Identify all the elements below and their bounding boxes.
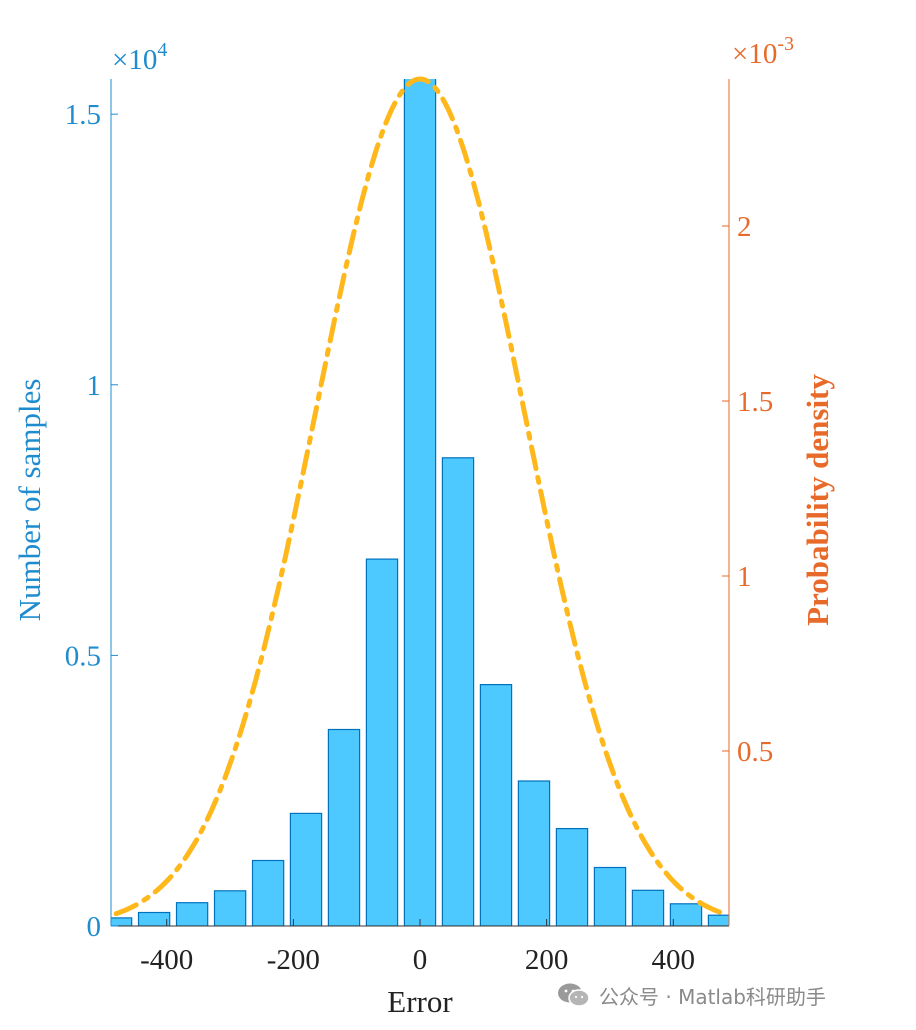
x-axis-label: Error	[387, 984, 453, 1019]
bar-3	[213, 890, 247, 926]
bar-5	[289, 812, 323, 926]
density-curve	[113, 76, 727, 917]
watermark-text: 公众号 · Matlab科研助手	[599, 984, 826, 1009]
axes-group: -400 -200 0 200 400 0 0.5 1 1.5 0.5 1 1.5 2	[65, 79, 773, 976]
y-axis-multiplier: ×104	[112, 39, 167, 76]
bar-6	[327, 728, 361, 926]
y2-tick-label: 1.5	[737, 386, 773, 418]
bar-7	[365, 558, 399, 926]
wechat-icon	[558, 983, 590, 1007]
bar-16	[707, 914, 729, 926]
y-multiplier-exponent: 4	[157, 39, 167, 61]
bar-12	[555, 827, 589, 926]
bar-8	[403, 79, 437, 926]
bar-13	[593, 866, 627, 926]
y2-axis-multiplier: ×10-3	[732, 33, 794, 70]
y-tick-label: 1.5	[65, 99, 101, 131]
y-tick-label: 0.5	[65, 640, 101, 672]
y2-axis-label: Probability density	[800, 374, 835, 626]
y2-multiplier-exponent: -3	[777, 33, 794, 55]
y-tick-label: 1	[87, 370, 102, 402]
bar-9	[441, 457, 475, 926]
y2-tick-label: 0.5	[737, 736, 773, 768]
bar-10	[479, 683, 513, 926]
y2-tick-label: 2	[737, 211, 752, 243]
y-axis-label: Number of samples	[12, 379, 47, 622]
y-multiplier-base: ×10	[112, 44, 157, 76]
bar-0	[111, 917, 133, 926]
x-tick-label: 400	[652, 944, 696, 976]
x-tick-label: -400	[140, 944, 193, 976]
x-tick-label: 0	[413, 944, 428, 976]
bar-15	[669, 903, 703, 926]
bar-1	[137, 911, 171, 926]
watermark: 公众号 · Matlab科研助手	[557, 978, 826, 1012]
bar-14	[631, 889, 665, 926]
y2-tick-label: 1	[737, 561, 752, 593]
bars-group	[111, 79, 729, 926]
y2-multiplier-base: ×10	[732, 38, 777, 70]
x-tick-label: 200	[525, 944, 569, 976]
x-tick-label: -200	[267, 944, 320, 976]
y-tick-label: 0	[87, 911, 102, 943]
bar-2	[175, 902, 209, 926]
bar-4	[251, 859, 285, 926]
bar-11	[517, 780, 551, 926]
